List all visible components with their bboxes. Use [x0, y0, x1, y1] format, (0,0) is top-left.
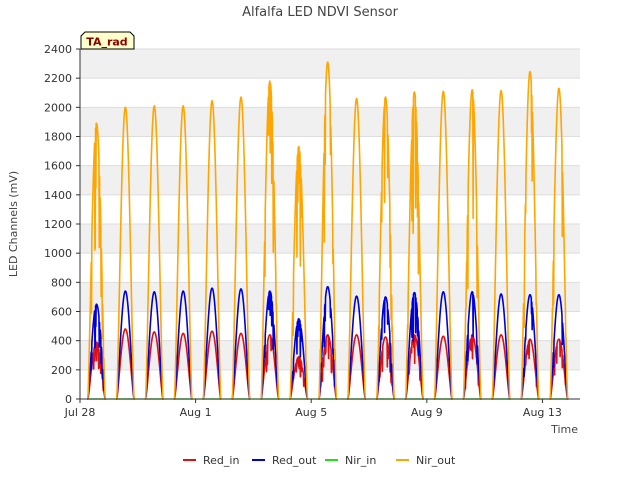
red-out-day-trace — [260, 290, 280, 400]
red-in-day-trace — [231, 332, 251, 400]
x-tick-label: Aug 5 — [295, 406, 327, 419]
legend-label-nir-in: Nir_in — [345, 454, 376, 467]
grid-band — [80, 49, 580, 79]
x-tick-label: Aug 1 — [180, 406, 212, 419]
y-axis-label: LED Channels (mV) — [7, 171, 20, 277]
axes: 0 200 400 600 800 1000 1200 1400 1600 1800 2000 220… — [44, 43, 580, 419]
nir-out-day-trace — [433, 90, 454, 400]
x-tick-label: Jul 28 — [64, 406, 96, 419]
red-in-day-trace — [404, 334, 425, 400]
nir-out-day-trace — [86, 122, 107, 400]
nir-out-day-trace — [346, 97, 367, 400]
red-out-day-trace — [549, 293, 569, 400]
nir-out-day-trace — [549, 87, 569, 400]
nir-out-day-trace — [491, 89, 511, 400]
red-in-day-trace — [491, 334, 511, 400]
badge-box — [80, 31, 135, 50]
series-lines — [86, 61, 569, 400]
x-tick-label: Aug 13 — [523, 406, 562, 419]
red-in-day-trace — [520, 338, 540, 400]
series-nir-out — [86, 61, 569, 400]
badge-label: TA_rad — [86, 36, 127, 49]
red-in-day-trace — [202, 330, 222, 400]
y-tick-label: 1400 — [44, 189, 72, 202]
red-out-day-trace — [462, 291, 482, 400]
nir-out-day-trace — [144, 105, 165, 400]
nir-out-day-trace — [202, 99, 222, 400]
nir-out-day-trace — [231, 96, 251, 400]
chart-title: Alfalfa LED NDVI Sensor — [242, 5, 399, 20]
red-out-day-trace — [491, 293, 511, 400]
legend-label-red-out: Red_out — [272, 454, 317, 467]
red-out-day-trace — [202, 287, 222, 400]
y-tick-label: 1000 — [44, 247, 72, 260]
red-in-day-trace — [433, 335, 454, 400]
y-tick-label: 400 — [51, 335, 72, 348]
y-tick-label: 2400 — [44, 43, 72, 56]
legend: Red_in Red_out Nir_in Nir_out — [183, 454, 456, 467]
red-out-day-trace — [317, 285, 338, 400]
nir-out-day-trace — [520, 70, 540, 400]
red-out-day-trace — [404, 291, 425, 400]
y-tick-label: 0 — [65, 393, 72, 406]
legend-label-red-in: Red_in — [203, 454, 239, 467]
legend-label-nir-out: Nir_out — [416, 454, 456, 467]
nir-out-day-trace — [289, 145, 309, 400]
y-tick-label: 1800 — [44, 131, 72, 144]
nir-out-day-trace — [404, 91, 425, 400]
red-out-day-trace — [520, 293, 540, 400]
red-out-day-trace — [86, 303, 107, 400]
red-out-day-trace — [289, 317, 309, 400]
red-out-day-trace — [173, 290, 193, 400]
red-out-day-trace — [346, 295, 367, 400]
nir-out-day-trace — [317, 61, 338, 400]
red-out-day-trace — [375, 296, 396, 400]
nir-out-day-trace — [462, 89, 482, 400]
x-axis-label: Time — [550, 423, 578, 436]
y-tick-label: 200 — [51, 364, 72, 377]
nir-out-day-trace — [173, 105, 193, 400]
y-tick-label: 600 — [51, 306, 72, 319]
red-in-day-trace — [549, 338, 569, 400]
nir-out-day-trace — [115, 106, 136, 400]
grid-band — [80, 224, 580, 254]
series-red-out — [86, 285, 569, 400]
y-tick-label: 2000 — [44, 101, 72, 114]
red-in-day-trace — [173, 332, 193, 400]
red-out-day-trace — [433, 291, 454, 400]
red-out-day-trace — [115, 290, 136, 400]
red-out-day-trace — [144, 291, 165, 400]
y-tick-label: 800 — [51, 276, 72, 289]
red-out-day-trace — [231, 288, 251, 400]
red-in-day-trace — [289, 355, 309, 400]
y-tick-label: 1200 — [44, 218, 72, 231]
y-tick-label: 1600 — [44, 160, 72, 173]
y-tick-label: 2200 — [44, 72, 72, 85]
station-badge: TA_rad — [80, 31, 135, 50]
x-tick-label: Aug 9 — [411, 406, 443, 419]
nir-out-day-trace — [375, 96, 396, 400]
nir-out-day-trace — [260, 80, 280, 400]
red-in-day-trace — [462, 334, 482, 400]
